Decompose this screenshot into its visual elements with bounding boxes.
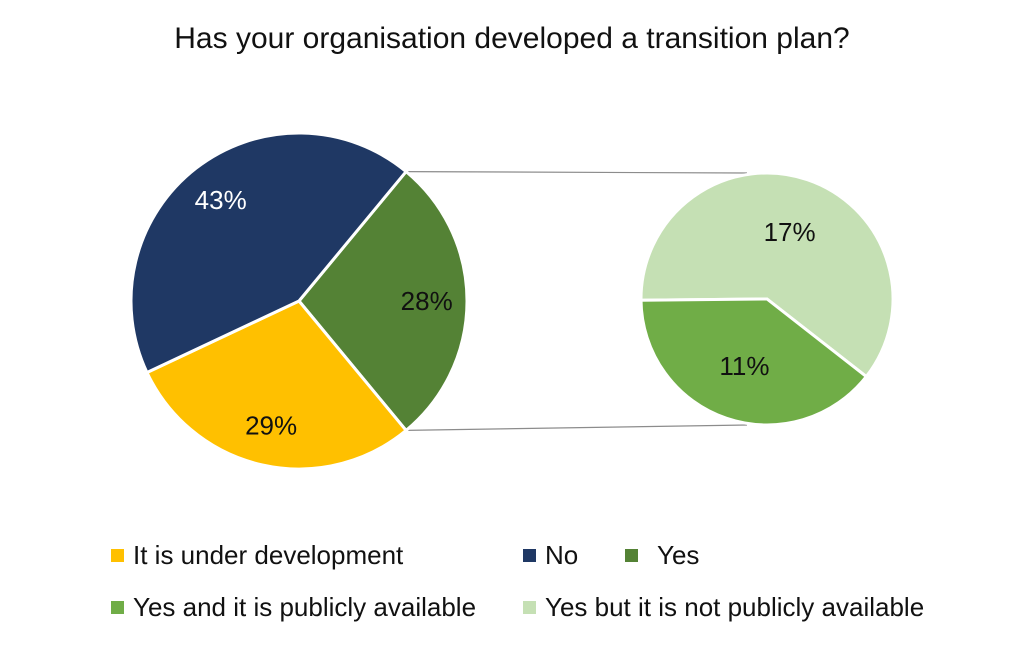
- main-pie-data-label-yes: 28%: [401, 286, 453, 316]
- main-pie-slice-yes: [297, 169, 469, 433]
- detail-pie: 17% 11%: [639, 171, 895, 427]
- chart-title: Has your organisation developed a transi…: [174, 22, 850, 55]
- connector-lines: [406, 171, 748, 431]
- main-pie-data-label-it-is-under-development: 29%: [245, 411, 297, 441]
- legend-swatch: [625, 549, 638, 562]
- detail-pie-slice-yes-and-it-is-publicly-available: [639, 297, 869, 427]
- connector-line-top: [406, 171, 748, 174]
- legend-swatch: [523, 549, 536, 562]
- detail-pie-data-label-yes-but-it-is-not-publicly-available: 17%: [764, 217, 816, 247]
- legend-label: No: [545, 540, 579, 570]
- main-pie-data-label-no: 43%: [195, 185, 247, 215]
- connector-line-bottom: [406, 424, 748, 431]
- legend-item-yes-not-publicly-available: Yes but it is not publicly available: [523, 592, 924, 623]
- legend-item-under-development: It is under development: [111, 540, 403, 571]
- detail-pie-data-label-yes-and-it-is-publicly-available: 11%: [719, 351, 769, 381]
- detail-pie-slice-yes-but-it-is-not-publicly-available: [639, 171, 895, 379]
- legend-item-no: No: [523, 540, 578, 571]
- main-pie-slice-no: [129, 131, 409, 375]
- main-pie: 28% 29% 43%: [129, 131, 469, 471]
- legend-swatch: [111, 549, 124, 562]
- legend-swatch: [111, 601, 124, 614]
- legend-label: It is under development: [133, 540, 404, 570]
- legend-label: Yes but it is not publicly available: [545, 592, 925, 622]
- legend-item-yes-publicly-available: Yes and it is publicly available: [111, 592, 476, 623]
- legend-label: Yes and it is publicly available: [133, 592, 477, 622]
- legend-item-yes: Yes: [625, 540, 699, 571]
- legend-swatch: [523, 601, 536, 614]
- legend-label: Yes: [657, 540, 700, 570]
